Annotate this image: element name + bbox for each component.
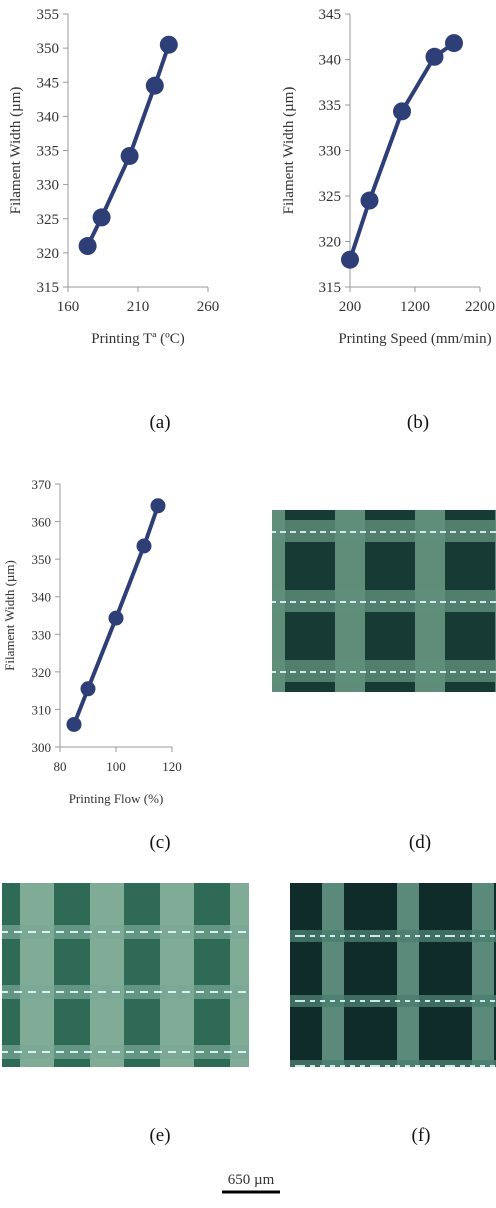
y-tick-label: 320 bbox=[32, 665, 52, 680]
y-tick-label: 330 bbox=[32, 627, 52, 642]
y-axis-label: Filament Width (µm) bbox=[2, 560, 17, 671]
y-tick-label: 340 bbox=[32, 590, 52, 605]
data-point bbox=[425, 47, 444, 66]
y-tick-label: 300 bbox=[32, 740, 52, 755]
y-axis-label: Filament Width (µm) bbox=[281, 87, 297, 215]
y-tick-label: 340 bbox=[319, 53, 342, 69]
x-tick-label: 200 bbox=[339, 299, 362, 315]
data-point bbox=[136, 538, 152, 554]
y-tick-label: 320 bbox=[37, 246, 60, 262]
y-tick-label: 315 bbox=[37, 280, 60, 296]
data-point bbox=[150, 498, 166, 514]
y-tick-label: 350 bbox=[32, 552, 52, 567]
panel-label: (e) bbox=[149, 1125, 170, 1146]
data-point bbox=[360, 191, 379, 210]
y-tick-label: 355 bbox=[37, 7, 60, 23]
x-axis-label: Printing Speed (mm/min) bbox=[338, 331, 491, 347]
y-tick-label: 335 bbox=[37, 144, 60, 160]
y-tick-label: 335 bbox=[319, 98, 342, 114]
y-tick-label: 325 bbox=[319, 189, 342, 205]
micrograph-d bbox=[272, 510, 496, 692]
data-point bbox=[80, 681, 96, 697]
data-point bbox=[108, 610, 124, 626]
data-line bbox=[348, 41, 456, 261]
y-tick-label: 370 bbox=[32, 477, 52, 492]
panel-label: (c) bbox=[149, 832, 170, 853]
micrograph-e bbox=[2, 883, 249, 1067]
x-tick-label: 120 bbox=[162, 759, 182, 774]
y-axis-label: Filament Width (µm) bbox=[8, 87, 24, 215]
x-tick-label: 80 bbox=[54, 759, 67, 774]
panel-label: (b) bbox=[407, 412, 429, 433]
micrograph-f bbox=[290, 883, 496, 1067]
x-tick-label: 100 bbox=[106, 759, 126, 774]
data-point bbox=[341, 250, 359, 269]
x-tick-label: 210 bbox=[127, 299, 150, 315]
y-tick-label: 350 bbox=[37, 41, 60, 57]
scale-bar-label: 650 µm bbox=[228, 1172, 275, 1188]
y-tick-label: 340 bbox=[37, 109, 60, 125]
y-tick-label: 330 bbox=[319, 144, 342, 160]
y-tick-label: 310 bbox=[32, 702, 52, 717]
data-point bbox=[120, 146, 139, 165]
y-tick-label: 360 bbox=[32, 515, 52, 530]
y-tick-label: 325 bbox=[37, 212, 60, 228]
x-tick-label: 260 bbox=[197, 299, 220, 315]
y-tick-label: 345 bbox=[37, 75, 60, 91]
data-point bbox=[159, 35, 178, 54]
x-axis-label: Printing Flow (%) bbox=[69, 791, 164, 806]
data-point bbox=[445, 34, 463, 53]
panel-label: (f) bbox=[412, 1125, 431, 1146]
y-tick-label: 320 bbox=[319, 235, 342, 251]
data-point bbox=[145, 76, 164, 95]
data-point bbox=[393, 102, 411, 121]
panel-label: (d) bbox=[409, 832, 431, 853]
y-tick-label: 345 bbox=[319, 7, 342, 23]
x-tick-label: 160 bbox=[57, 299, 80, 315]
panel-label: (a) bbox=[149, 412, 170, 433]
data-point bbox=[92, 208, 111, 227]
y-tick-label: 330 bbox=[37, 178, 60, 194]
x-axis-label: Printing Tª (ºC) bbox=[91, 331, 185, 347]
x-tick-label: 2200 bbox=[465, 299, 495, 315]
y-tick-label: 315 bbox=[319, 280, 342, 296]
data-point bbox=[78, 237, 97, 256]
x-tick-label: 1200 bbox=[400, 299, 430, 315]
data-point bbox=[66, 716, 82, 732]
